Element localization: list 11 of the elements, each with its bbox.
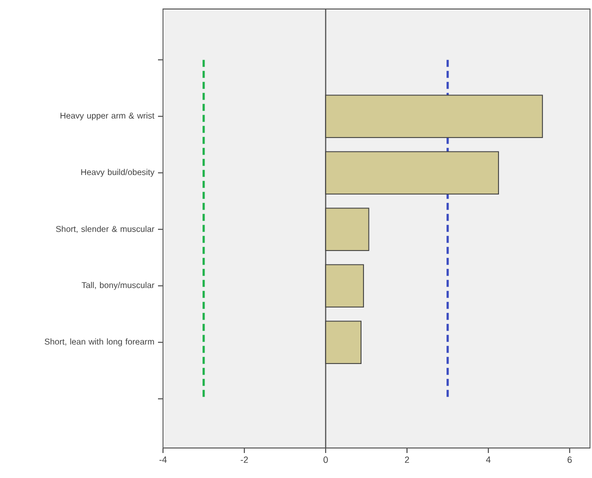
- y-tick-label: Heavy build/obesity: [81, 168, 154, 177]
- y-tick-label: Short, lean with long forearm: [44, 338, 154, 346]
- y-tick-label: Short, slender & muscular: [56, 226, 154, 233]
- y-tick-label: Tall, bony/muscular: [82, 282, 154, 290]
- x-tick-label: 2: [404, 456, 410, 463]
- x-tick-label: 0: [324, 456, 328, 463]
- x-tick-label: 4: [486, 456, 491, 463]
- x-tick-label: -2: [240, 456, 248, 463]
- x-tick-label: -4: [159, 456, 167, 463]
- x-tick-label: 6: [568, 456, 572, 463]
- y-tick-label: Heavy upper arm & wrist: [60, 112, 154, 120]
